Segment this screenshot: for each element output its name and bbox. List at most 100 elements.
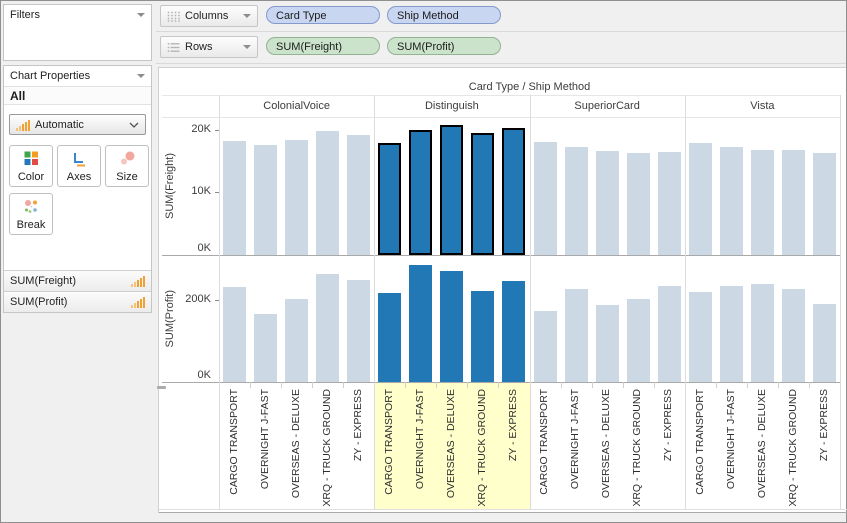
bar-mark[interactable] — [781, 289, 805, 382]
dropdown-arrow-icon[interactable] — [243, 14, 251, 18]
columns-shelf-header[interactable]: Columns — [160, 5, 258, 27]
color-button[interactable]: Color — [9, 145, 53, 187]
x-axis-label[interactable]: OVERNIGHT J-FAST — [569, 389, 582, 490]
bar-mark[interactable] — [440, 125, 464, 255]
bar-mark[interactable] — [626, 299, 650, 382]
bar-mark[interactable] — [254, 314, 278, 382]
splitter-handle[interactable] — [157, 386, 166, 389]
bar-mark[interactable] — [533, 142, 557, 255]
bar-mark[interactable] — [409, 265, 433, 382]
bar-mark[interactable] — [223, 141, 247, 255]
x-axis-label[interactable]: CARGO TRANSPORT — [538, 389, 551, 495]
bar-mark[interactable] — [223, 287, 247, 382]
x-axis-label[interactable]: OVERSEAS - DELUXE — [600, 389, 613, 499]
bar-mark[interactable] — [471, 133, 495, 255]
y-axis-title: SUM(Profit) — [164, 289, 176, 348]
axes-button[interactable]: Axes — [57, 145, 101, 187]
bar-mark[interactable] — [595, 305, 619, 382]
y-tick-label: 20K — [191, 122, 211, 135]
bar-mark[interactable] — [812, 304, 836, 382]
facet-header[interactable]: Vista — [750, 100, 775, 112]
bar-mark[interactable] — [750, 150, 774, 255]
bar-mark[interactable] — [409, 130, 433, 255]
columns-shelf-label: Columns — [185, 10, 229, 22]
x-axis-label[interactable]: ZY - EXPRESS — [662, 389, 675, 462]
shelf-pill[interactable]: SUM(Freight) — [266, 37, 380, 55]
bar-chart-icon — [131, 276, 145, 287]
facet-separator — [374, 95, 376, 509]
x-slot-tick — [250, 382, 252, 388]
shelf-pill[interactable]: Card Type — [266, 6, 380, 24]
x-axis-label[interactable]: OVERSEAS - DELUXE — [755, 389, 768, 499]
bar-mark[interactable] — [347, 135, 371, 255]
x-axis-label[interactable]: CARGO TRANSPORT — [227, 389, 240, 495]
x-axis-label[interactable]: ZY - EXPRESS — [507, 389, 520, 462]
bar-mark[interactable] — [533, 311, 557, 382]
x-axis-label[interactable]: CARGO TRANSPORT — [693, 389, 706, 495]
bar-mark[interactable] — [657, 152, 681, 255]
bar-mark[interactable] — [502, 128, 526, 255]
break-button[interactable]: Break — [9, 193, 53, 235]
chart-properties-header[interactable]: Chart Properties — [4, 66, 151, 86]
bar-mark[interactable] — [688, 292, 712, 382]
bar-mark[interactable] — [595, 151, 619, 255]
bar-mark[interactable] — [285, 299, 309, 382]
bar-mark[interactable] — [347, 280, 371, 382]
x-slot-tick — [622, 382, 624, 388]
x-axis-label[interactable]: OVERSEAS - DELUXE — [289, 389, 302, 499]
bar-mark[interactable] — [502, 281, 526, 382]
bar-mark[interactable] — [285, 140, 309, 255]
bar-mark[interactable] — [316, 274, 340, 382]
field-sum-profit[interactable]: SUM(Profit) — [4, 291, 151, 312]
bar-mark[interactable] — [719, 286, 743, 382]
bar-mark[interactable] — [440, 271, 464, 382]
collapse-arrow-icon[interactable] — [137, 13, 145, 17]
bar-mark[interactable] — [657, 286, 681, 382]
collapse-arrow-icon[interactable] — [137, 74, 145, 78]
y-tick-label: 0K — [197, 369, 211, 381]
rows-shelf-label: Rows — [185, 41, 213, 53]
x-axis-label[interactable]: XRQ - TRUCK GROUND — [320, 389, 333, 507]
x-axis-label[interactable]: OVERNIGHT J-FAST — [258, 389, 271, 490]
row-baseline — [162, 255, 840, 256]
bar-mark[interactable] — [750, 284, 774, 382]
mark-type-dropdown[interactable]: Automatic — [9, 114, 146, 135]
bar-mark[interactable] — [564, 289, 588, 382]
bar-mark[interactable] — [626, 153, 650, 255]
x-axis-label-group: CARGO TRANSPORT OVERNIGHT J-FAST OVERSEAS … — [685, 382, 840, 509]
x-axis-label[interactable]: CARGO TRANSPORT — [383, 389, 395, 495]
x-axis-label-group: CARGO TRANSPORT OVERNIGHT J-FAST OVERSEAS … — [374, 382, 529, 509]
selection-label-highlight — [374, 382, 530, 509]
filters-panel-header[interactable]: Filters — [4, 5, 151, 25]
x-axis-label[interactable]: XRQ - TRUCK GROUND — [476, 389, 489, 507]
x-axis-label[interactable]: OVERNIGHT J-FAST — [414, 389, 427, 490]
bar-mark[interactable] — [781, 150, 805, 255]
shelf-pill[interactable]: SUM(Profit) — [387, 37, 501, 55]
bar-mark[interactable] — [688, 143, 712, 255]
field-sum-freight[interactable]: SUM(Freight) — [4, 270, 151, 291]
bar-mark[interactable] — [316, 131, 340, 255]
bar-mark[interactable] — [471, 291, 495, 382]
x-axis-label[interactable]: ZY - EXPRESS — [351, 389, 364, 462]
bar-mark[interactable] — [378, 293, 402, 382]
x-axis-label[interactable]: XRQ - TRUCK GROUND — [631, 389, 644, 507]
bar-mark[interactable] — [378, 143, 402, 255]
facet-header[interactable]: SuperiorCard — [574, 100, 640, 112]
bar-mark[interactable] — [719, 147, 743, 255]
facet-header[interactable]: ColonialVoice — [263, 100, 330, 112]
y-tick-label: 10K — [191, 185, 211, 198]
x-slot-tick — [653, 382, 655, 388]
size-button[interactable]: Size — [105, 145, 149, 187]
rows-shelf-header[interactable]: Rows — [160, 36, 258, 58]
facet-header[interactable]: Distinguish — [424, 100, 479, 112]
bar-mark[interactable] — [564, 147, 588, 255]
bar-mark[interactable] — [254, 145, 278, 255]
shelf-pill[interactable]: Ship Method — [387, 6, 501, 24]
bar-mark[interactable] — [812, 153, 836, 255]
x-axis-label[interactable]: XRQ - TRUCK GROUND — [786, 389, 799, 507]
x-axis-label[interactable]: ZY - EXPRESS — [817, 389, 830, 462]
dropdown-arrow-icon[interactable] — [243, 45, 251, 49]
x-axis-label[interactable]: OVERNIGHT J-FAST — [724, 389, 737, 490]
x-axis-label[interactable]: OVERSEAS - DELUXE — [445, 389, 458, 499]
field-label: SUM(Profit) — [10, 296, 68, 308]
